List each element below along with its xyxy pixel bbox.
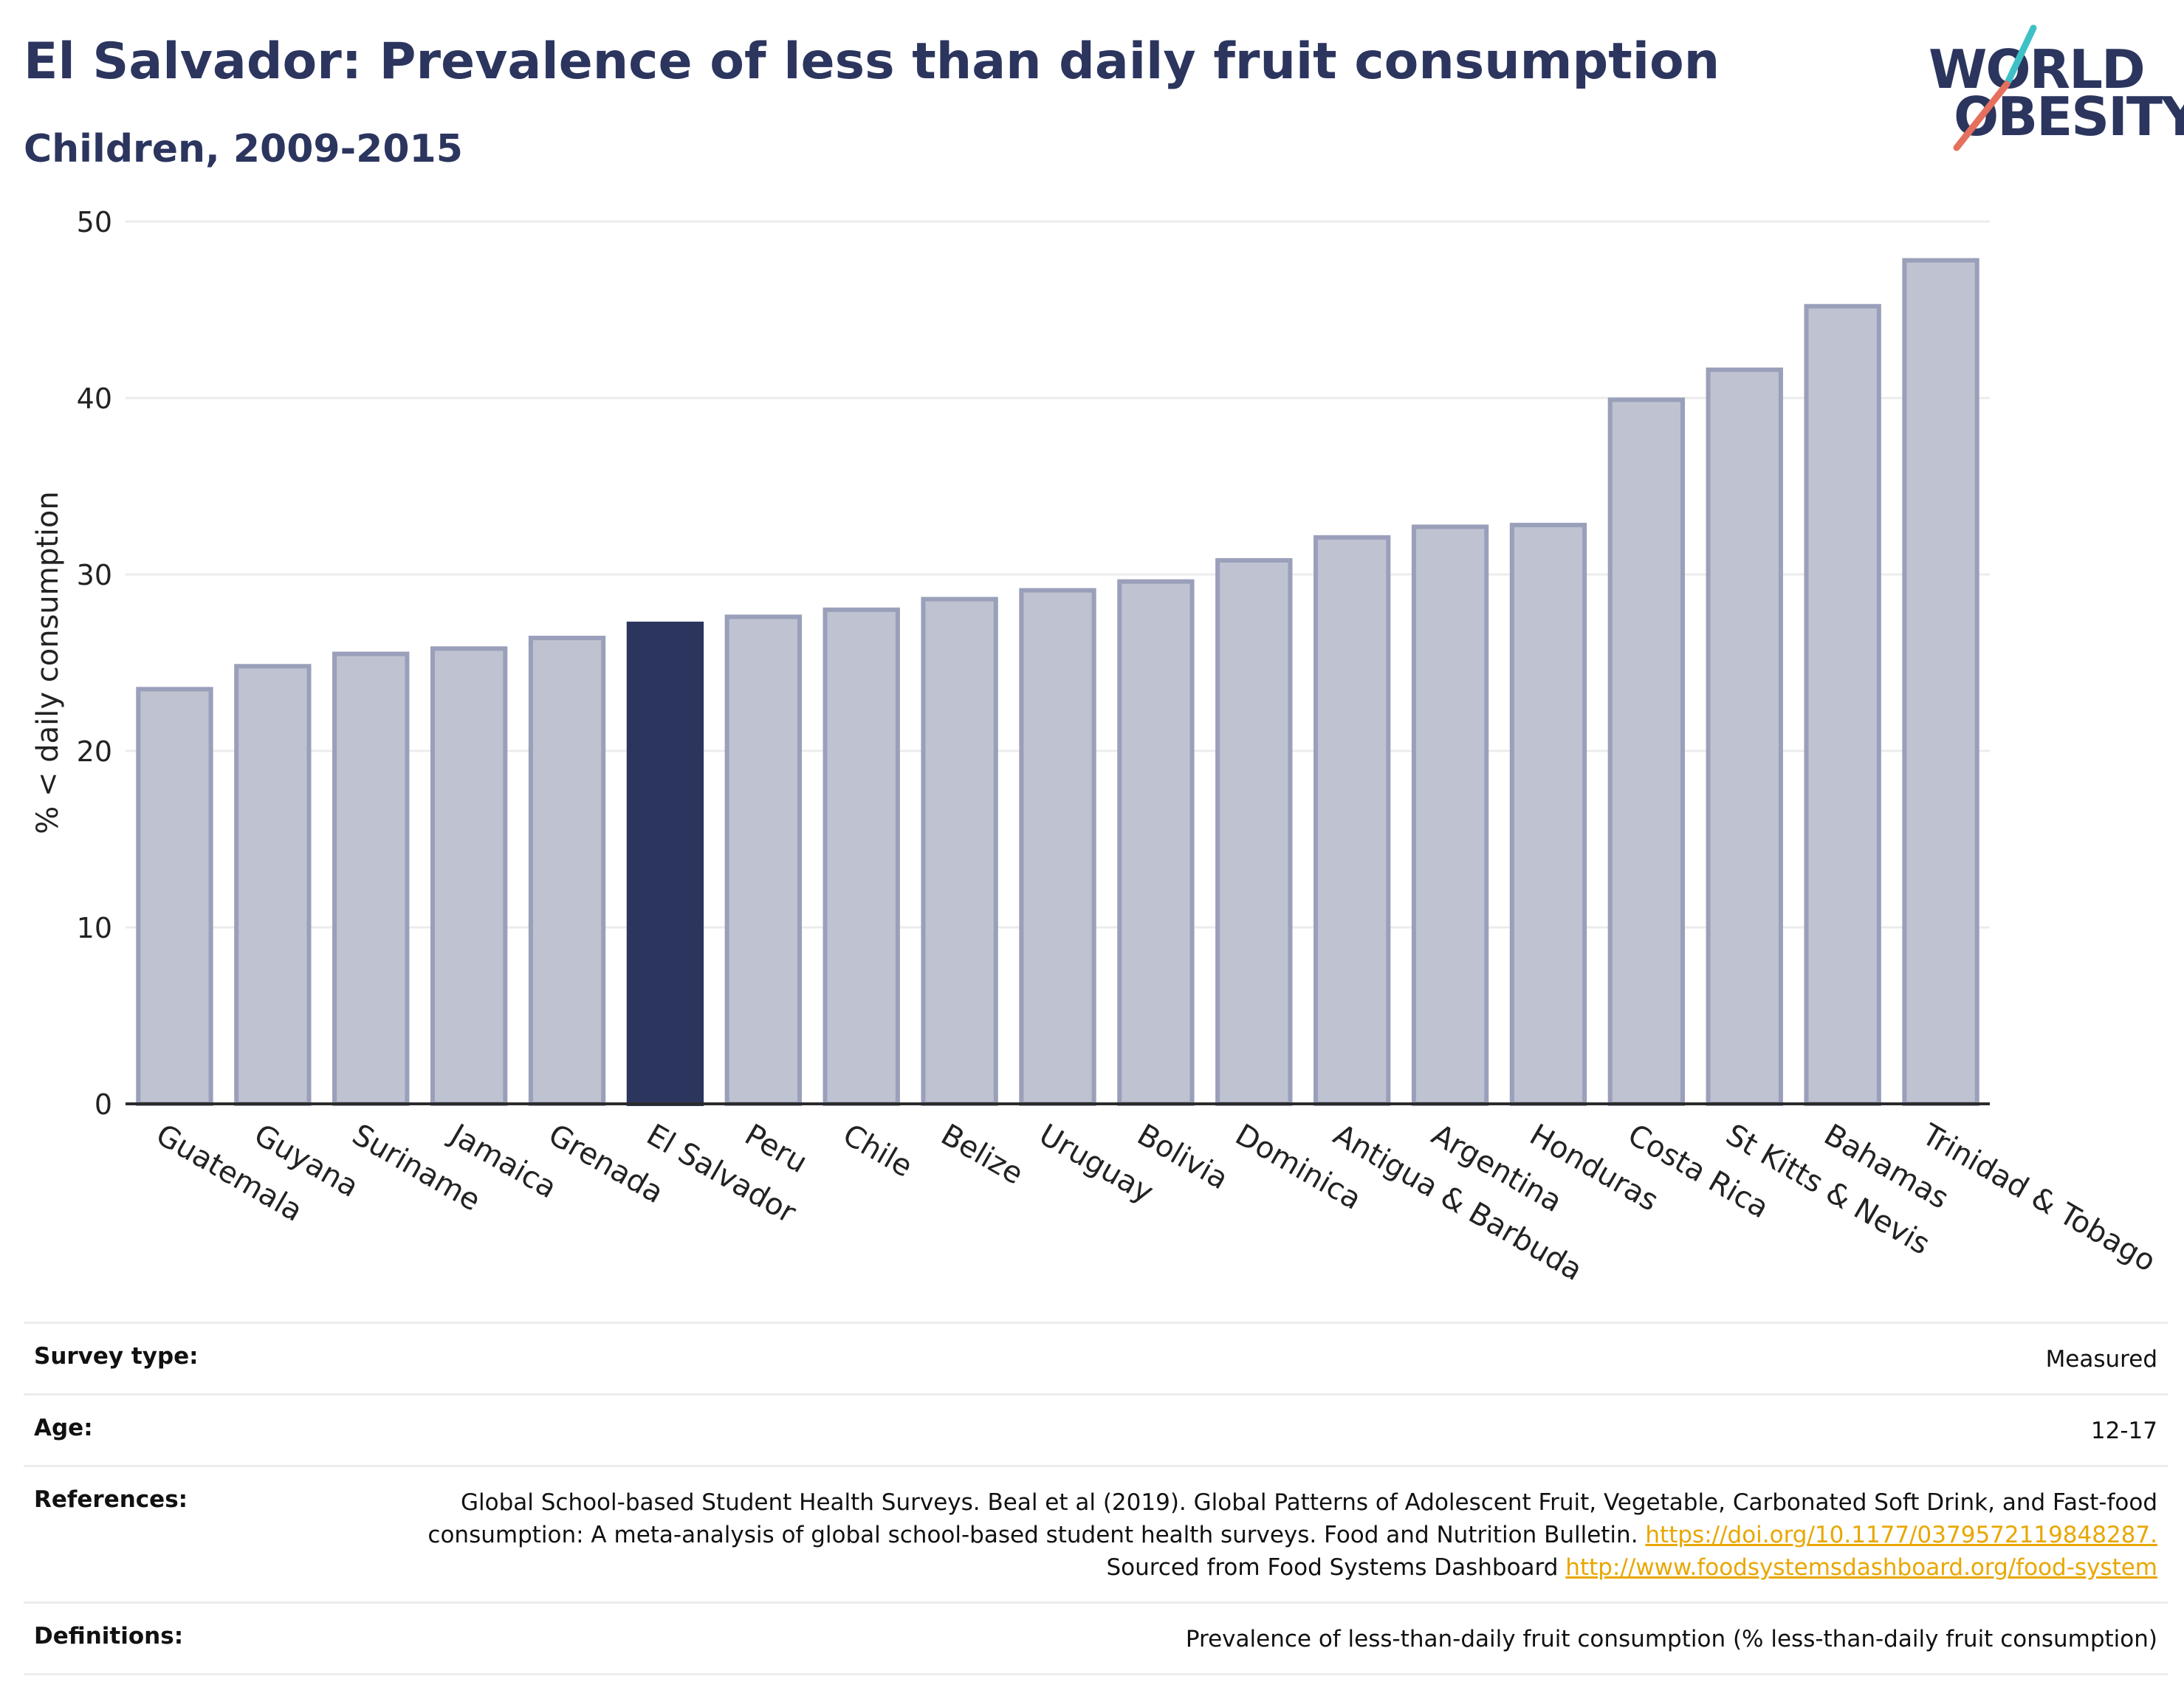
info-table: Survey type: Measured Age: 12-17 Referen… bbox=[24, 1322, 2168, 1675]
bar-chile bbox=[823, 607, 900, 1106]
y-tick-label: 10 bbox=[77, 912, 112, 944]
bar-peru bbox=[724, 614, 802, 1106]
y-tick-label: 30 bbox=[77, 559, 112, 591]
age-label: Age: bbox=[34, 1415, 93, 1441]
doi-link[interactable]: https://doi.org/10.1177/0379572119848287… bbox=[1645, 1522, 2157, 1548]
bar-belize bbox=[921, 597, 998, 1106]
survey-type-label: Survey type: bbox=[34, 1343, 199, 1370]
info-row-references: References: Global School-based Student … bbox=[24, 1467, 2168, 1604]
x-tick-label: Chile bbox=[837, 1118, 918, 1184]
y-tick-label: 0 bbox=[95, 1088, 112, 1121]
logo-word-world: WORLD bbox=[1929, 38, 2146, 100]
bar-honduras bbox=[1509, 523, 1587, 1106]
bar-guyana bbox=[234, 664, 312, 1106]
y-tick-label: 20 bbox=[77, 735, 112, 768]
bar-argentina bbox=[1411, 524, 1489, 1107]
x-tick-label: Trinidad & Tobago bbox=[1916, 1117, 2161, 1279]
bar-uruguay bbox=[1019, 588, 1096, 1106]
survey-type-value: Measured bbox=[2045, 1346, 2157, 1373]
references-text: Global School-based Student Health Surve… bbox=[427, 1489, 2157, 1548]
bar-bahamas bbox=[1804, 303, 1881, 1107]
world-obesity-logo: WORLD OBESITY bbox=[1929, 22, 2184, 155]
bar-jamaica bbox=[430, 646, 508, 1106]
bar-bolivia bbox=[1117, 579, 1195, 1106]
references-source-text: Sourced from Food Systems Dashboard bbox=[1106, 1554, 1559, 1581]
food-systems-dashboard-link[interactable]: http://www.foodsystemsdashboard.org/food… bbox=[1565, 1554, 2157, 1581]
page-title: El Salvador: Prevalence of less than dai… bbox=[24, 32, 1720, 91]
definitions-label: Definitions: bbox=[34, 1623, 184, 1649]
references-label: References: bbox=[34, 1486, 188, 1513]
bar-st-kitts-nevis bbox=[1706, 367, 1783, 1106]
y-tick-label: 40 bbox=[77, 382, 112, 415]
logo-slash-icon bbox=[1953, 24, 2037, 151]
info-row-definitions: Definitions: Prevalence of less-than-dai… bbox=[24, 1604, 2168, 1675]
bar-dominica bbox=[1215, 557, 1293, 1106]
bar-costa-rica bbox=[1607, 397, 1686, 1106]
references-value: Global School-based Student Health Surve… bbox=[403, 1486, 2157, 1584]
page-subtitle: Children, 2009-2015 bbox=[24, 127, 463, 171]
bar-suriname bbox=[332, 651, 410, 1106]
definitions-value: Prevalence of less-than-daily fruit cons… bbox=[1185, 1626, 2157, 1652]
info-row-age: Age: 12-17 bbox=[24, 1395, 2168, 1467]
y-axis-label: % < daily consumption bbox=[31, 491, 65, 834]
bar-antigua-barbuda bbox=[1314, 535, 1391, 1106]
x-tick-label: Belize bbox=[935, 1118, 1029, 1192]
bar-trinidad-tobago bbox=[1902, 258, 1979, 1107]
bar-guatemala bbox=[136, 687, 213, 1106]
y-tick-label: 50 bbox=[77, 206, 112, 238]
bar-el-salvador bbox=[626, 621, 704, 1106]
age-value: 12-17 bbox=[2090, 1418, 2157, 1444]
bar-grenada bbox=[528, 636, 606, 1106]
info-row-survey-type: Survey type: Measured bbox=[24, 1324, 2168, 1395]
